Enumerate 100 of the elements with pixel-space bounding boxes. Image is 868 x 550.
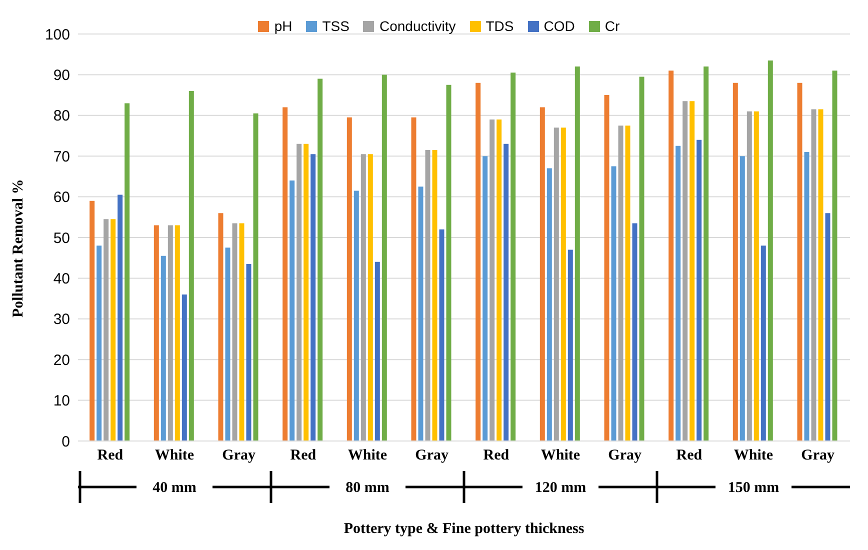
y-tick-label: 100 <box>44 26 70 44</box>
y-axis-title: Pollutant Removal % <box>10 179 26 318</box>
bar <box>690 101 695 441</box>
text: 80 mm <box>346 480 390 496</box>
bar <box>832 70 838 441</box>
bar <box>188 90 194 441</box>
bar <box>611 166 616 441</box>
bar <box>439 229 444 441</box>
bar <box>540 107 545 441</box>
legend-label: COD <box>544 18 575 34</box>
bar <box>374 262 380 441</box>
legend-label: TSS <box>322 18 350 34</box>
bar <box>96 246 102 441</box>
bar <box>304 144 309 441</box>
bar <box>510 72 516 441</box>
bar <box>760 246 766 441</box>
legend-label: TDS <box>486 18 514 34</box>
text: 120 mm <box>534 480 587 496</box>
bar <box>682 101 688 441</box>
bar <box>239 223 244 441</box>
bar <box>104 219 109 441</box>
x-tick-label: Gray <box>608 448 642 464</box>
x-tick-label: Gray <box>222 448 256 464</box>
bar <box>797 82 802 441</box>
bar <box>174 225 180 441</box>
bar <box>704 66 709 441</box>
text: 150 mm <box>728 480 780 496</box>
bar <box>746 111 752 441</box>
bar <box>825 213 830 441</box>
bar <box>811 109 816 441</box>
bar <box>124 103 130 441</box>
legend-label: Cr <box>604 18 620 34</box>
x-tick-label: White <box>734 448 774 464</box>
y-tick-label: 40 <box>53 270 70 288</box>
bar <box>668 70 674 441</box>
bar <box>154 225 159 441</box>
bar <box>754 111 759 441</box>
bar <box>160 256 166 441</box>
bar <box>296 144 302 441</box>
bar <box>354 190 359 441</box>
x-tick-label: White <box>154 448 194 464</box>
x-tick-label: Gray <box>801 448 835 464</box>
x-tick-label: White <box>348 448 388 464</box>
bar <box>554 128 559 441</box>
bar <box>290 180 295 441</box>
bar <box>253 113 258 441</box>
y-tick-label: 90 <box>53 67 70 84</box>
x-tick-label: Red <box>97 448 124 464</box>
bar <box>504 144 509 441</box>
text: 40 mm <box>152 480 197 496</box>
bar <box>625 126 630 441</box>
bar <box>768 60 773 441</box>
bar <box>282 107 288 441</box>
bar <box>118 194 123 441</box>
bar <box>360 154 366 441</box>
bar <box>574 66 580 441</box>
y-tick-label: 80 <box>53 108 70 125</box>
x-axis-title: Pottery type & Fine pottery thickness <box>344 521 584 537</box>
legend-label: pH <box>274 18 292 34</box>
bar <box>368 154 373 441</box>
bar <box>232 223 238 441</box>
bar <box>696 140 702 441</box>
bar <box>604 95 610 441</box>
y-tick-label: 50 <box>53 230 70 247</box>
bar <box>818 109 824 441</box>
x-tick-label: Red <box>290 448 317 464</box>
bar <box>804 152 810 441</box>
bar <box>418 186 424 441</box>
legend-label: Conductivity <box>379 18 456 34</box>
bar <box>546 168 552 441</box>
y-tick-label: 20 <box>53 352 70 369</box>
bar <box>490 119 495 441</box>
bar <box>740 156 745 441</box>
bar <box>639 76 644 441</box>
y-tick-label: 70 <box>53 148 70 166</box>
bar <box>446 84 452 441</box>
bar <box>482 156 488 441</box>
bar <box>432 150 438 441</box>
bar <box>110 219 116 441</box>
y-tick-label: 10 <box>53 392 70 410</box>
x-tick-label: White <box>540 448 580 464</box>
bar <box>246 264 252 441</box>
bar <box>425 150 430 441</box>
bar <box>732 82 738 441</box>
bar <box>168 225 173 441</box>
bar <box>90 200 95 441</box>
bar <box>382 74 387 441</box>
bar <box>476 82 481 441</box>
bar <box>676 146 681 441</box>
bar <box>225 248 230 441</box>
bar <box>411 117 416 441</box>
bar <box>218 213 224 441</box>
x-tick-label: Red <box>483 448 510 464</box>
bar <box>318 78 323 441</box>
y-tick-label: 60 <box>53 189 70 206</box>
bar <box>618 126 624 441</box>
x-tick-label: Red <box>676 448 703 464</box>
bar <box>632 223 638 441</box>
bar <box>182 294 187 441</box>
bar <box>568 250 573 441</box>
